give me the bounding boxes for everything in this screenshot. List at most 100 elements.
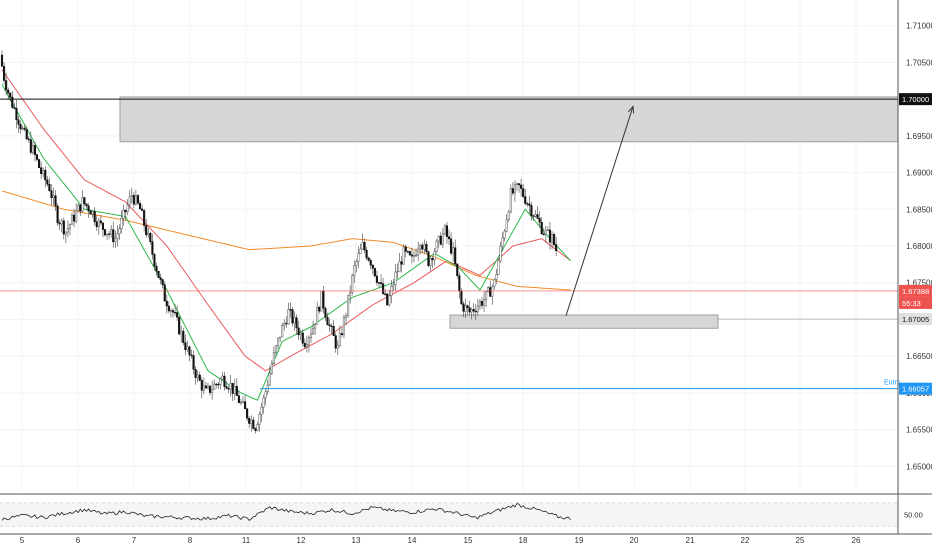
candle-body <box>410 254 413 257</box>
candle-body <box>371 264 374 269</box>
candle-body <box>316 306 319 325</box>
candle-body <box>122 209 125 219</box>
candle-body <box>452 247 455 254</box>
candle <box>353 260 356 283</box>
candle-body <box>151 241 154 255</box>
candle-body <box>303 342 306 348</box>
candle-body <box>347 294 350 316</box>
candle-body <box>423 244 426 250</box>
candle <box>398 253 401 272</box>
candle-body <box>157 271 160 278</box>
candle-body <box>536 214 539 219</box>
candle-body <box>312 327 315 335</box>
price-tick-label: 1.65000 <box>906 462 932 471</box>
candle-body <box>40 167 43 174</box>
candle-body <box>7 89 10 94</box>
candle-body <box>81 197 84 212</box>
ema-mid-line <box>1 69 571 372</box>
candle <box>501 232 504 251</box>
candle <box>188 345 191 362</box>
candle-body <box>70 214 74 225</box>
candle <box>447 229 451 245</box>
candle-body <box>274 345 278 353</box>
candle-body <box>233 386 236 394</box>
candle-body <box>9 92 12 98</box>
candle <box>439 232 442 246</box>
candle <box>480 296 484 310</box>
candle <box>507 209 510 223</box>
candle-body <box>400 261 403 265</box>
candle <box>239 398 243 406</box>
candle-body <box>77 204 80 212</box>
candle <box>108 230 111 239</box>
candle <box>126 199 129 216</box>
candle-body <box>258 413 261 425</box>
candle <box>155 262 158 276</box>
candle-body <box>48 183 51 191</box>
candle-body <box>307 337 310 345</box>
candle-body <box>369 260 372 266</box>
candle-body <box>408 251 411 256</box>
candle-body <box>415 254 418 257</box>
candle-body <box>145 225 148 236</box>
candle-body <box>386 293 389 306</box>
candle <box>184 334 187 356</box>
candle-body <box>550 234 554 243</box>
candle <box>79 204 82 216</box>
projection-arrow <box>565 106 634 316</box>
candle <box>532 214 535 221</box>
candle-body <box>425 244 428 252</box>
candle-body <box>149 233 152 242</box>
candle <box>50 183 53 206</box>
oscillator-band <box>0 502 898 527</box>
candle-body <box>141 208 144 211</box>
candle-body <box>147 233 150 236</box>
candle-body <box>342 317 346 335</box>
candle <box>375 270 378 286</box>
candle <box>293 311 296 331</box>
candle <box>194 365 197 385</box>
candle <box>377 281 381 288</box>
candle <box>219 377 222 390</box>
candle-body <box>264 391 267 399</box>
candle-body <box>204 385 207 389</box>
candle-body <box>478 301 481 307</box>
candle-body <box>60 220 63 225</box>
candle <box>443 224 446 236</box>
candle-body <box>196 374 199 378</box>
candle <box>538 211 541 228</box>
candle <box>87 203 90 218</box>
candle <box>279 336 282 343</box>
candle <box>73 208 76 228</box>
candle-body <box>229 383 232 390</box>
candle-body <box>445 225 449 237</box>
candle-body <box>279 336 282 339</box>
date-tick-label: 20 <box>630 536 639 545</box>
candle-body <box>215 383 218 386</box>
candle <box>423 239 426 254</box>
candle <box>85 203 88 209</box>
candle-body <box>344 315 348 318</box>
candle <box>211 380 214 400</box>
countdown-tag-text: 55:33 <box>902 299 921 308</box>
candle <box>513 180 516 202</box>
candle <box>285 316 288 328</box>
candle <box>9 92 12 102</box>
candle-body <box>447 236 451 240</box>
candle <box>408 250 411 256</box>
candle <box>258 411 261 432</box>
candle-body <box>357 253 360 262</box>
candle-body <box>23 127 26 130</box>
candle <box>534 210 537 218</box>
candle-body <box>237 395 240 403</box>
candle-body <box>530 205 533 217</box>
candle <box>303 338 306 349</box>
candle <box>367 256 370 262</box>
candle-body <box>134 195 137 205</box>
candle <box>3 62 6 85</box>
candle <box>334 332 337 353</box>
candle-body <box>56 205 59 224</box>
candle <box>141 204 144 211</box>
